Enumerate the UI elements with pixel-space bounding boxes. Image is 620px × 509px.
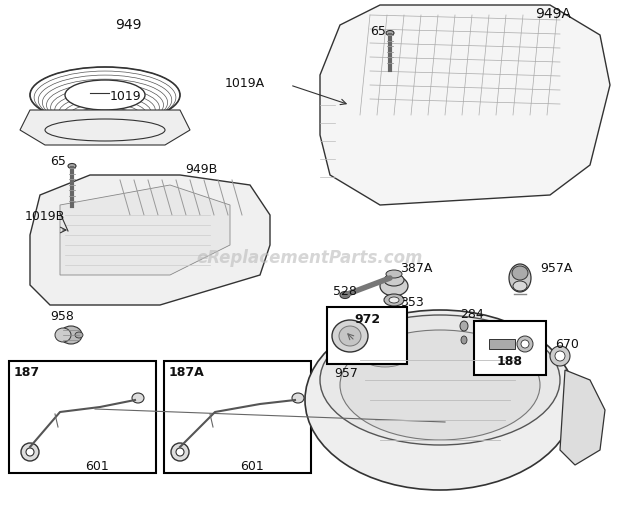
- Text: 957A: 957A: [540, 262, 572, 275]
- Ellipse shape: [386, 31, 394, 36]
- Ellipse shape: [132, 393, 144, 403]
- Ellipse shape: [339, 326, 361, 346]
- Ellipse shape: [509, 264, 531, 292]
- Ellipse shape: [176, 448, 184, 456]
- Polygon shape: [320, 5, 610, 205]
- Text: 949A: 949A: [535, 7, 571, 21]
- FancyBboxPatch shape: [9, 361, 156, 473]
- Ellipse shape: [292, 393, 304, 403]
- Polygon shape: [30, 175, 270, 305]
- Text: 957: 957: [334, 367, 358, 380]
- Ellipse shape: [171, 443, 189, 461]
- Ellipse shape: [460, 321, 468, 331]
- Ellipse shape: [60, 326, 82, 344]
- Text: 1019B: 1019B: [25, 210, 65, 223]
- Text: 528: 528: [333, 285, 357, 298]
- Text: 1019A: 1019A: [225, 77, 265, 90]
- Ellipse shape: [332, 320, 368, 352]
- Polygon shape: [20, 110, 190, 145]
- Ellipse shape: [26, 448, 34, 456]
- Ellipse shape: [513, 281, 527, 291]
- Ellipse shape: [366, 337, 404, 351]
- Ellipse shape: [75, 332, 83, 338]
- Ellipse shape: [366, 353, 404, 367]
- Ellipse shape: [461, 336, 467, 344]
- Ellipse shape: [550, 346, 570, 366]
- Ellipse shape: [340, 292, 350, 298]
- Ellipse shape: [68, 163, 76, 168]
- Ellipse shape: [512, 266, 528, 280]
- Polygon shape: [489, 339, 515, 349]
- Ellipse shape: [389, 297, 399, 303]
- Ellipse shape: [384, 294, 404, 306]
- Text: 972: 972: [354, 313, 380, 326]
- Text: 188: 188: [497, 355, 523, 368]
- Text: 949B: 949B: [185, 163, 217, 176]
- Ellipse shape: [380, 276, 408, 296]
- Text: 65: 65: [370, 25, 386, 38]
- Ellipse shape: [517, 336, 533, 352]
- Ellipse shape: [320, 315, 560, 445]
- Text: 187A: 187A: [169, 366, 205, 379]
- Text: eReplacementParts.com: eReplacementParts.com: [197, 249, 423, 267]
- Text: 187: 187: [14, 366, 40, 379]
- Text: 65: 65: [50, 155, 66, 168]
- Text: 353: 353: [400, 296, 423, 309]
- Ellipse shape: [386, 270, 402, 278]
- Ellipse shape: [365, 319, 405, 337]
- Ellipse shape: [521, 340, 529, 348]
- Text: 949: 949: [115, 18, 141, 32]
- Ellipse shape: [340, 330, 540, 440]
- Ellipse shape: [555, 351, 565, 361]
- Text: 601: 601: [240, 460, 264, 473]
- Ellipse shape: [366, 345, 404, 359]
- Ellipse shape: [21, 443, 39, 461]
- Ellipse shape: [55, 328, 71, 342]
- Polygon shape: [560, 370, 605, 465]
- Text: 387A: 387A: [400, 262, 432, 275]
- Text: 670: 670: [555, 338, 579, 351]
- FancyBboxPatch shape: [327, 307, 407, 364]
- Ellipse shape: [65, 80, 145, 110]
- Text: 284: 284: [460, 308, 484, 321]
- Polygon shape: [60, 185, 230, 275]
- Text: 958: 958: [50, 310, 74, 323]
- FancyBboxPatch shape: [474, 321, 546, 375]
- Ellipse shape: [366, 329, 404, 343]
- Ellipse shape: [305, 310, 575, 490]
- Text: 1019: 1019: [110, 90, 141, 103]
- Text: 601: 601: [85, 460, 108, 473]
- FancyBboxPatch shape: [164, 361, 311, 473]
- Ellipse shape: [384, 274, 404, 286]
